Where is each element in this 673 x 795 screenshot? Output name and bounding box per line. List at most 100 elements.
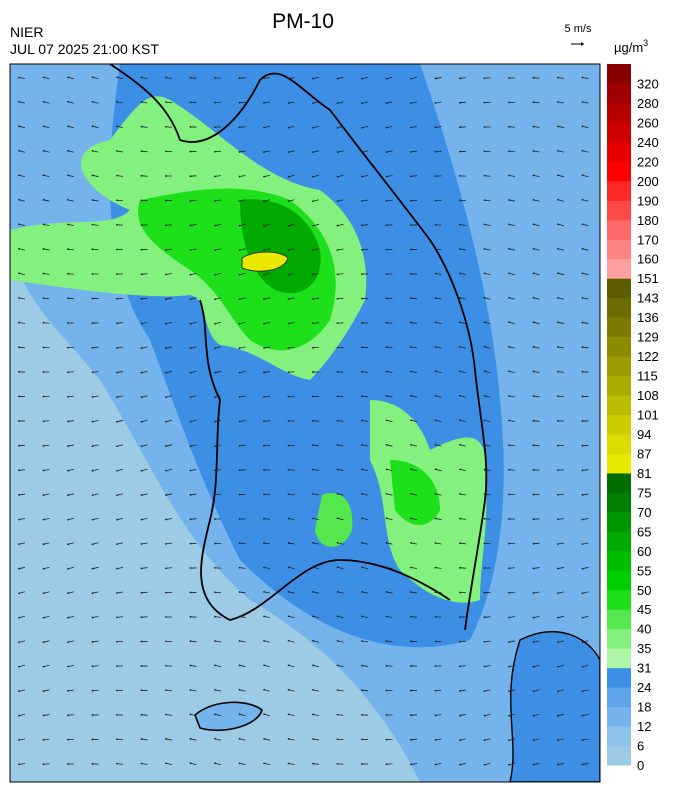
wind-arrow [165, 126, 173, 128]
wind-arrow-head [312, 419, 314, 422]
wind-arrow [214, 248, 222, 251]
colorbar-label: 70 [637, 505, 651, 520]
wind-arrow [312, 248, 320, 251]
wind-arrow [165, 493, 173, 496]
wind-arrow [263, 738, 271, 741]
wind-arrow-head [116, 371, 118, 374]
wind-arrow [263, 762, 271, 766]
wind-arrow [582, 77, 589, 79]
wind-arrow-head [385, 175, 388, 178]
wind-arrow-head [336, 566, 339, 569]
wind-arrow-head [312, 371, 314, 373]
wind-arrow [116, 395, 124, 398]
wind-arrow [337, 517, 344, 521]
colorbar-label: 240 [637, 135, 659, 150]
wind-arrow-head [361, 689, 363, 692]
wind-arrow [484, 297, 491, 300]
wind-arrow [67, 493, 75, 496]
colorbar-bin [607, 375, 631, 396]
wind-arrow-head [263, 420, 265, 423]
wind-arrow-head [312, 175, 314, 178]
wind-arrow-head [410, 151, 412, 153]
wind-arrow-head [140, 174, 143, 177]
wind-arrow-head [385, 297, 388, 300]
wind-arrow-head [434, 272, 437, 275]
wind-arrow-head [91, 174, 94, 177]
wind-arrow-head [189, 469, 192, 472]
wind-arrow [141, 273, 148, 275]
wind-arrow-head [532, 616, 535, 619]
wind-arrow-head [385, 370, 388, 373]
wind-arrow-head [91, 297, 94, 300]
wind-arrow-head [385, 346, 388, 349]
wind-arrow-head [459, 394, 461, 397]
wind-arrow-head [557, 493, 559, 496]
wind-arrow [43, 517, 50, 521]
colorbar-label: 0 [637, 758, 644, 773]
wind-arrow-head [18, 494, 20, 496]
wind-arrow-head [67, 689, 69, 692]
wind-arrow [459, 77, 467, 79]
wind-arrow-head [116, 248, 118, 251]
wind-arrow [141, 591, 148, 594]
wind-arrow [165, 444, 173, 447]
wind-arrow-head [532, 198, 535, 201]
wind-arrow [435, 346, 442, 349]
wind-arrow [533, 542, 540, 545]
wind-arrow-head [189, 542, 192, 545]
wind-arrow-head [410, 370, 412, 373]
colorbar-label: 190 [637, 193, 659, 208]
wind-arrow [288, 542, 295, 545]
wind-arrow [533, 689, 540, 692]
wind-arrow [484, 370, 491, 374]
wind-arrow [337, 738, 344, 741]
wind-arrow [312, 322, 320, 324]
wind-arrow-head [581, 297, 584, 299]
wind-arrow [582, 125, 589, 129]
wind-arrow-head [459, 101, 461, 104]
wind-arrow-head [459, 739, 461, 742]
wind-arrow-head [91, 592, 94, 595]
wind-arrow [361, 517, 369, 521]
wind-arrow-head [557, 665, 559, 668]
wind-arrow [337, 469, 344, 471]
wind-arrow [18, 763, 26, 765]
wind-arrow-head [459, 419, 461, 422]
wind-arrow [214, 346, 222, 349]
wind-arrow [116, 371, 124, 373]
wind-arrow [116, 126, 124, 128]
wind-arrow [67, 640, 75, 643]
wind-arrow-head [189, 249, 192, 251]
wind-arrow [190, 762, 197, 766]
wind-arrow-head [287, 200, 290, 203]
wind-arrow [92, 517, 99, 521]
wind-arrow-head [385, 224, 388, 227]
wind-arrow [288, 640, 295, 643]
colorbar-label: 6 [637, 739, 644, 754]
wind-arrow-head [140, 640, 143, 643]
wind-arrow-head [361, 590, 363, 593]
wind-arrow [239, 175, 246, 177]
wind-arrow-head [116, 762, 118, 765]
wind-arrow [337, 714, 344, 716]
wind-arrow-head [385, 102, 388, 105]
wind-arrow-head [214, 347, 216, 350]
wind-arrow [67, 224, 75, 226]
wind-arrow-head [116, 689, 118, 692]
wind-arrow-head [557, 419, 559, 422]
wind-arrow-head [263, 273, 265, 276]
wind-arrow [92, 468, 99, 472]
wind-arrow [288, 101, 295, 104]
wind-arrow [214, 420, 222, 422]
wind-arrow [484, 738, 491, 741]
wind-arrow-head [434, 492, 437, 495]
colorbar-bin [607, 726, 631, 747]
wind-arrow-head [483, 321, 486, 324]
wind-arrow [484, 321, 491, 325]
wind-arrow-head [189, 567, 192, 569]
wind-arrow [459, 689, 467, 692]
wind-arrow-head [508, 616, 510, 619]
wind-arrow-head [140, 273, 143, 276]
wind-arrow [18, 615, 26, 619]
wind-arrow-head [385, 492, 388, 495]
